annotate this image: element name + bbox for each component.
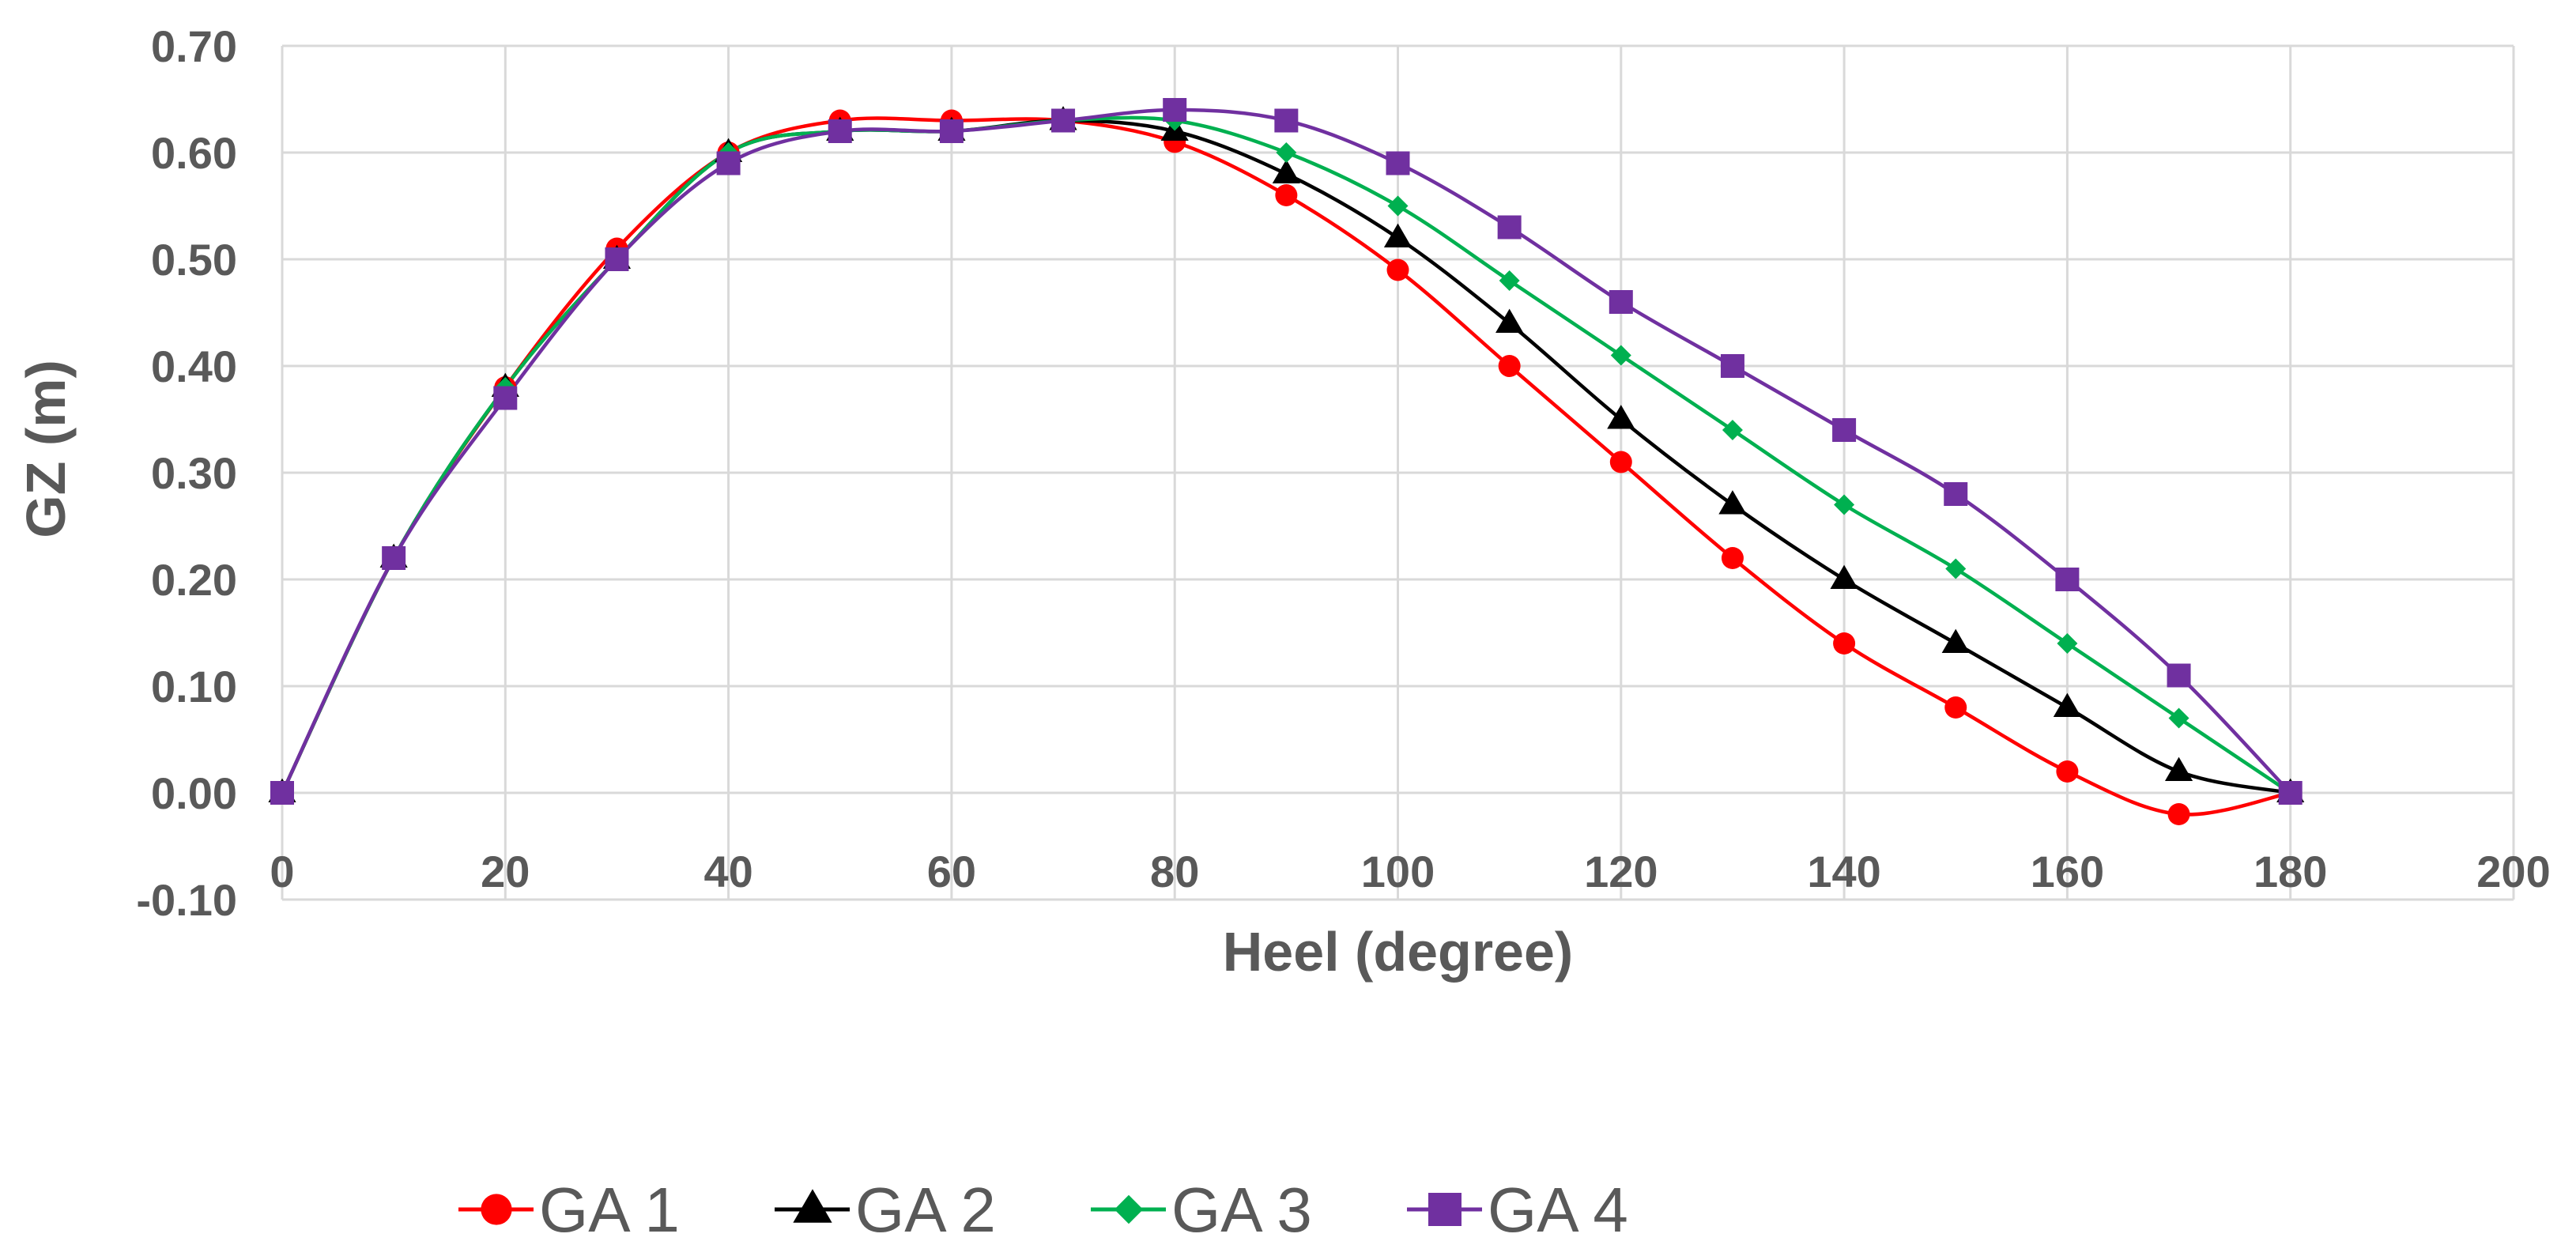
x-tick-label: 140	[1807, 847, 1880, 896]
legend-item-ga-2: GA 2	[775, 1175, 996, 1245]
data-point-ga-2	[2053, 692, 2081, 717]
data-point-ga-4	[1274, 108, 1299, 133]
x-axis-tick-labels: 0 20 40 60 80 100 120 140 160 180 200	[270, 847, 2550, 896]
data-point-ga-4	[1497, 215, 1522, 240]
y-tick-label: 0.00	[151, 768, 237, 818]
data-point-ga-2	[1495, 308, 1524, 333]
data-point-ga-4	[270, 781, 294, 805]
data-point-ga-3	[1276, 142, 1297, 163]
legend-label: GA 3	[1171, 1175, 1312, 1245]
data-point-ga-3	[1722, 420, 1743, 440]
data-point-ga-3	[1945, 558, 1967, 579]
data-point-ga-4	[2278, 781, 2303, 805]
x-tick-label: 20	[481, 847, 530, 896]
data-point-ga-2	[1272, 159, 1300, 183]
data-point-ga-3	[1610, 345, 1631, 366]
data-point-ga-4	[2055, 568, 2080, 591]
data-point-ga-2	[1607, 405, 1635, 429]
data-point-ga-3	[1387, 195, 1409, 217]
data-point-ga-4	[493, 386, 518, 410]
legend-label: GA 1	[539, 1175, 680, 1245]
data-point-ga-3	[1834, 494, 1855, 515]
y-axis-title: GZ (m)	[15, 360, 77, 538]
data-point-ga-1	[1721, 547, 1744, 569]
legend-item-ga-4: GA 4	[1407, 1175, 1628, 1245]
data-point-ga-2	[1718, 490, 1747, 515]
x-tick-label: 160	[2031, 847, 2104, 896]
y-tick-label: 0.50	[151, 235, 237, 285]
legend-marker	[793, 1189, 832, 1223]
data-point-ga-2	[1830, 564, 1858, 589]
legend-label: GA 2	[855, 1175, 996, 1245]
data-point-ga-3	[1499, 270, 1520, 291]
data-point-ga-1	[2167, 803, 2190, 825]
y-tick-label: -0.10	[136, 875, 237, 925]
data-point-ga-4	[1720, 354, 1744, 378]
data-point-ga-1	[1833, 632, 1856, 655]
legend-item-ga-3: GA 3	[1091, 1175, 1312, 1245]
data-point-ga-4	[1609, 290, 1633, 314]
series-markers	[268, 98, 2305, 825]
data-point-ga-1	[1386, 258, 1409, 281]
data-point-ga-3	[2168, 707, 2189, 729]
data-point-ga-1	[1609, 451, 1632, 473]
legend-marker	[481, 1194, 512, 1225]
x-tick-label: 100	[1361, 847, 1435, 896]
data-point-ga-1	[1944, 696, 1967, 719]
y-tick-label: 0.60	[151, 128, 237, 178]
data-point-ga-2	[1941, 628, 1970, 653]
x-tick-label: 60	[927, 847, 976, 896]
legend-marker	[1114, 1194, 1144, 1224]
data-point-ga-4	[2167, 663, 2191, 688]
data-point-ga-2	[2164, 756, 2193, 781]
x-tick-label: 0	[270, 847, 294, 896]
legend-label: GA 4	[1488, 1175, 1628, 1245]
data-point-ga-4	[828, 119, 852, 143]
data-point-ga-1	[1498, 355, 1521, 377]
data-point-ga-1	[2056, 760, 2079, 783]
data-point-ga-4	[939, 119, 964, 143]
x-tick-label: 80	[1150, 847, 1199, 896]
legend-item-ga-1: GA 1	[458, 1175, 680, 1245]
y-tick-label: 0.10	[151, 662, 237, 711]
gridlines	[281, 44, 2515, 901]
data-point-ga-4	[1832, 418, 1857, 442]
y-tick-label: 0.20	[151, 555, 237, 605]
data-point-ga-3	[2057, 633, 2078, 654]
data-point-ga-4	[1051, 108, 1076, 133]
data-point-ga-4	[382, 546, 406, 570]
y-tick-label: 0.30	[151, 448, 237, 498]
series-line-ga-1	[280, 116, 2291, 817]
data-point-ga-4	[716, 151, 741, 175]
x-tick-label: 200	[2476, 847, 2550, 896]
y-tick-label: 0.70	[151, 21, 237, 71]
y-axis-tick-labels: -0.10 0.00 0.10 0.20 0.30 0.40 0.50 0.60 0.70	[136, 21, 237, 925]
y-tick-label: 0.40	[151, 341, 237, 391]
x-tick-label: 180	[2254, 847, 2327, 896]
legend: GA 1 GA 2 GA 3 GA 4	[458, 1175, 1628, 1245]
data-point-ga-2	[1383, 223, 1412, 247]
x-axis-title: Heel (degree)	[1223, 921, 1573, 983]
legend-marker	[1428, 1193, 1461, 1226]
data-point-ga-4	[605, 247, 629, 271]
data-point-ga-4	[1944, 482, 1968, 506]
x-tick-label: 120	[1584, 847, 1658, 896]
data-point-ga-4	[1386, 151, 1410, 175]
x-tick-label: 40	[703, 847, 752, 896]
data-point-ga-1	[1275, 184, 1298, 206]
data-point-ga-4	[1163, 98, 1187, 122]
